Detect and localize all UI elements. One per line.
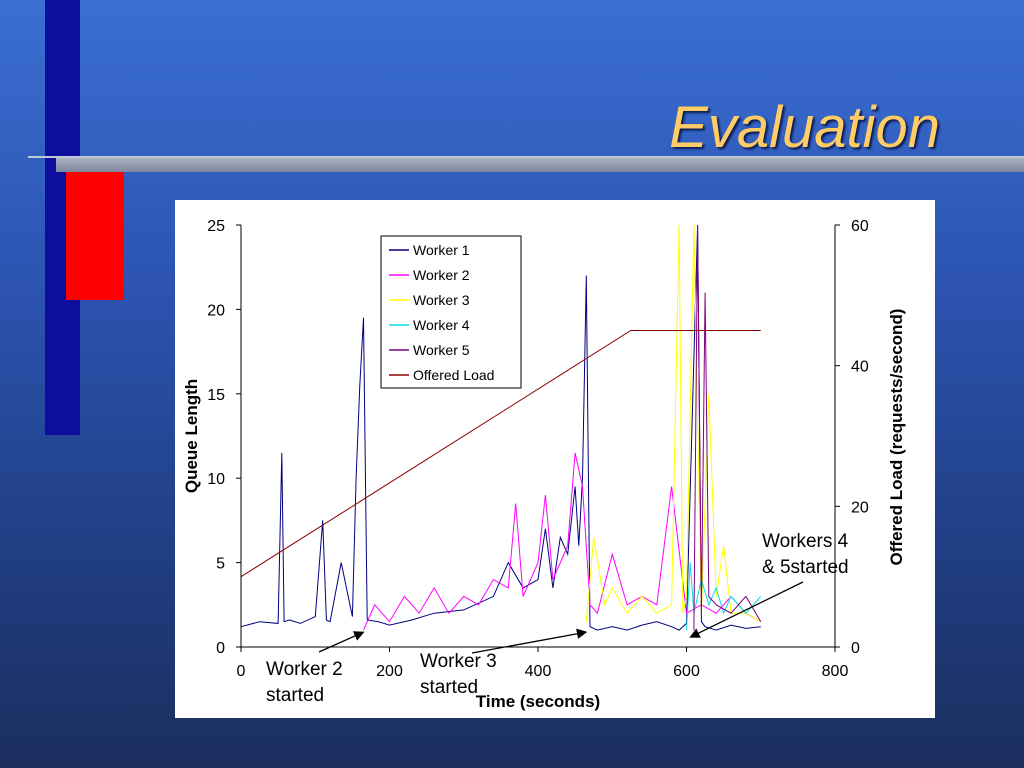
y2-tick-label: 40	[851, 359, 869, 376]
y-axis-title: Queue Length	[182, 379, 201, 493]
series-line-worker-3	[585, 224, 762, 623]
legend-label-worker-4: Worker 4	[413, 317, 470, 333]
legend-label-offered-load: Offered Load	[413, 367, 494, 383]
annotation-arrows	[318, 581, 804, 654]
annotation-worker-2-started: Worker 2 started	[266, 659, 343, 706]
legend-layer: Worker 1 Worker 2 Worker 3 Worker 4 Worker 5…	[380, 235, 522, 389]
series-line-worker-2	[363, 452, 762, 631]
series-line-worker-5	[693, 224, 762, 631]
chart-panel: 0 200 400 600 800 0 5 10 15 20 25 0 20 40 60 Time (seco…	[175, 200, 935, 718]
legend-label-worker-3: Worker 3	[413, 292, 470, 308]
y-tick-label: 20	[207, 302, 225, 319]
series-line-worker-1	[240, 224, 761, 631]
y-tick-label: 10	[207, 471, 225, 488]
x-axis-title: Time (seconds)	[476, 692, 600, 711]
series-line-offered-load	[240, 330, 761, 578]
x-tick-label: 800	[822, 663, 849, 680]
y-tick-label: 5	[216, 556, 225, 573]
x-tick-label: 200	[376, 663, 403, 680]
annotation-arrow-2	[689, 581, 804, 638]
annotation-arrow-1	[471, 628, 588, 654]
title-divider-line	[28, 156, 1024, 158]
annotation-workers-4-5-started: Workers 4 & 5started	[762, 531, 849, 578]
title-divider-shelf	[56, 158, 1024, 172]
x-tick-label: 0	[237, 663, 246, 680]
y-tick-label: 0	[216, 640, 225, 657]
y-tick-label: 25	[207, 218, 225, 235]
legend-box	[380, 235, 522, 389]
slide-title: Evaluation	[669, 95, 940, 160]
y2-tick-label: 20	[851, 499, 869, 516]
legend-label-worker-5: Worker 5	[413, 342, 470, 358]
x-tick-label: 600	[673, 663, 700, 680]
series-line-worker-4	[686, 562, 762, 631]
decor-red-block	[66, 172, 124, 300]
series-layer	[240, 224, 762, 631]
legend-label-worker-2: Worker 2	[413, 267, 470, 283]
y2-tick-label: 0	[851, 640, 860, 657]
y-tick-label: 15	[207, 387, 225, 404]
annotation-worker-3-started: Worker 3 started	[420, 651, 497, 698]
annotation-arrow-0	[318, 631, 365, 653]
y2-axis-title: Offered Load (requests/second)	[887, 309, 906, 566]
y2-tick-label: 60	[851, 218, 869, 235]
x-tick-label: 400	[525, 663, 552, 680]
legend-label-worker-1: Worker 1	[413, 242, 470, 258]
